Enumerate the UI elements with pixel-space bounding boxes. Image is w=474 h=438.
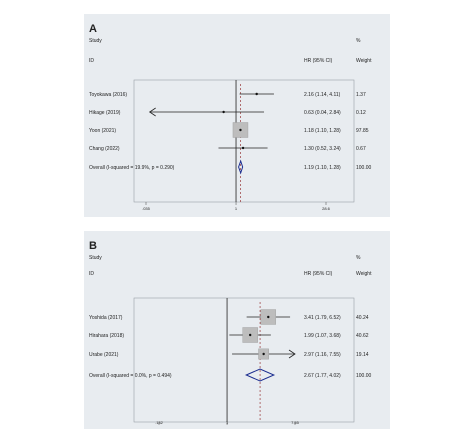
study-weight: 40.24 — [356, 315, 369, 321]
panel-label: A — [89, 23, 97, 35]
forest-plot-panel-a: A Study ID HR (95% CI)% Weight Toyokawa (2016… — [84, 14, 390, 217]
header-hr: HR (95% CI) — [304, 58, 333, 64]
study-point — [262, 352, 265, 356]
panel-label: B — [89, 240, 97, 252]
study-weight: 40.62 — [356, 333, 369, 339]
study-name: Hirahara (2018) — [89, 333, 124, 339]
study-name: Yoon (2021) — [89, 128, 116, 134]
study-weight: 0.12 — [356, 110, 366, 116]
axis-tick-label: 1 — [235, 206, 238, 211]
header-pct: % — [356, 255, 361, 261]
ci-arrow-left — [148, 107, 156, 117]
axis-tick-label: .132 — [155, 420, 164, 425]
study-ci-text: 2.97 (1.16, 7.55) — [304, 352, 341, 358]
overall-ci-text: 2.67 (1.77, 4.02) — [304, 373, 341, 379]
axis-tick-label: .035 — [142, 206, 151, 211]
header-hr: HR (95% CI) — [304, 271, 333, 277]
header-weight: Weight — [356, 271, 372, 277]
study-point — [222, 110, 225, 114]
axis-tick-label: 7.55 — [291, 420, 300, 425]
overall-diamond — [244, 368, 276, 382]
study-weight: 0.67 — [356, 146, 366, 152]
study-name: Toyokawa (2016) — [89, 92, 127, 98]
study-point — [239, 128, 242, 132]
plot-frame — [133, 79, 355, 203]
axis-tick-label: 1 — [226, 420, 229, 425]
study-name: Chang (2022) — [89, 146, 120, 152]
forest-plot-a-svg: A Study ID HR (95% CI)% Weight Toyokawa (2016… — [89, 23, 372, 211]
ci-arrow-right — [288, 349, 296, 359]
study-name: Urabe (2021) — [89, 352, 119, 358]
study-point — [255, 92, 258, 96]
header-study: Study — [89, 38, 102, 44]
header-weight: Weight — [356, 58, 372, 64]
header-id: ID — [89, 271, 94, 277]
study-point — [241, 146, 245, 150]
plot-frame — [133, 297, 355, 423]
header-pct: % — [356, 38, 361, 44]
study-ci-text: 2.16 (1.14, 4.11) — [304, 92, 341, 98]
study-point — [248, 333, 252, 337]
study-weight: 19.14 — [356, 352, 369, 358]
overall-label: Overall (I-squared = 19.9%, p = 0.290) — [89, 165, 175, 171]
header-id: ID — [89, 58, 94, 64]
study-ci-text: 3.41 (1.79, 6.52) — [304, 315, 341, 321]
forest-plot-panel-b: B Study ID HR (95% CI)% Weight Yoshida (2017)… — [84, 231, 390, 429]
overall-weight: 100.00 — [356, 373, 372, 379]
overall-ci-text: 1.19 (1.10, 1.28) — [304, 165, 341, 171]
overall-diamond — [238, 159, 244, 175]
study-ci-text: 1.99 (1.07, 3.68) — [304, 333, 341, 339]
study-weight: 1.37 — [356, 92, 366, 98]
overall-weight: 100.00 — [356, 165, 372, 171]
study-weight: 97.85 — [356, 128, 369, 134]
axis-tick-label: 28.6 — [322, 206, 331, 211]
study-name: Hikage (2019) — [89, 110, 121, 116]
study-ci-text: 1.18 (1.10, 1.28) — [304, 128, 341, 134]
study-ci-text: 0.63 (0.04, 2.84) — [304, 110, 341, 116]
study-point — [267, 315, 270, 319]
study-ci-text: 1.30 (0.52, 3.24) — [304, 146, 341, 152]
forest-plot-b-svg: B Study ID HR (95% CI)% Weight Yoshida (2017)… — [89, 240, 372, 425]
header-study: Study — [89, 255, 102, 261]
study-name: Yoshida (2017) — [89, 315, 123, 321]
overall-label: Overall (I-squared = 0.0%, p = 0.494) — [89, 373, 172, 379]
